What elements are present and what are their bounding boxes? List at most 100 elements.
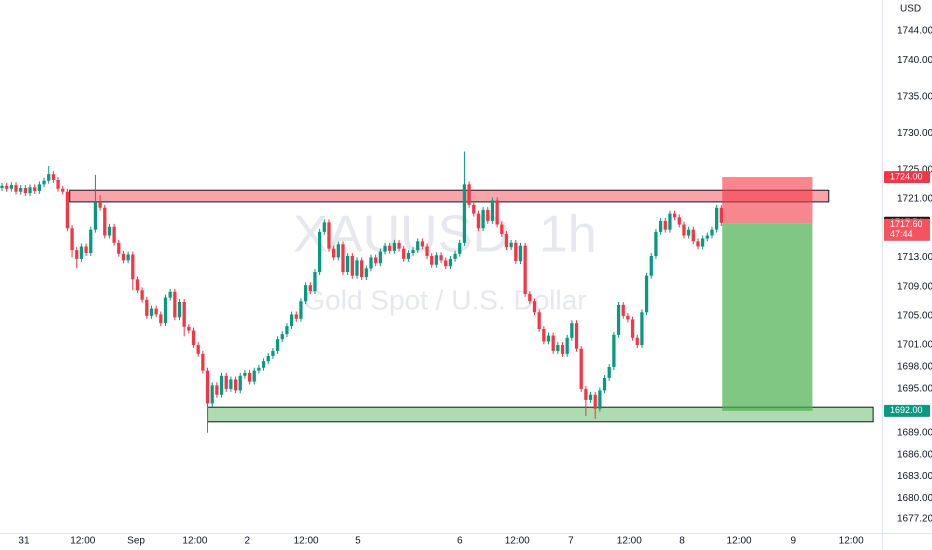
candle-body — [89, 229, 93, 254]
candle-body — [317, 231, 322, 273]
candle-body — [191, 330, 196, 346]
x-tick-label: 2 — [244, 536, 250, 547]
entry-price-label: 1717.60 — [890, 219, 923, 229]
candle-body — [416, 241, 420, 251]
candle-body — [103, 207, 107, 236]
x-tick-label: 12:00 — [505, 536, 530, 547]
candle-body — [691, 229, 695, 242]
candle-body — [107, 226, 112, 236]
candle-body — [145, 299, 149, 316]
candle-body — [532, 301, 537, 313]
candle-body — [374, 257, 378, 264]
candle-body — [327, 222, 331, 249]
candle-body — [425, 246, 429, 256]
stop-price-label: 1724.00 — [890, 171, 923, 181]
candle-body — [75, 250, 79, 259]
candle-body — [117, 242, 121, 254]
currency-label: USD — [900, 4, 921, 15]
y-tick-label: 1705.00 — [897, 311, 932, 322]
candle-body — [360, 260, 364, 278]
x-tick-label: 8 — [679, 536, 685, 547]
candle-body — [518, 245, 523, 262]
candle-body — [196, 345, 200, 354]
candle-body — [523, 245, 527, 294]
candle-body — [126, 254, 130, 261]
candle-body — [313, 272, 317, 292]
candle-body — [47, 174, 51, 181]
candle-body — [453, 253, 457, 259]
candle-body — [616, 304, 621, 335]
candle-body — [61, 188, 65, 192]
candle-body — [486, 209, 490, 221]
x-tick-label: 5 — [355, 536, 361, 547]
candle-body — [163, 297, 168, 324]
candle-body — [668, 213, 672, 230]
candle-body — [504, 234, 509, 248]
candle-body — [98, 202, 102, 208]
y-tick-label: 1701.00 — [897, 340, 932, 351]
candle-body — [131, 254, 135, 280]
candle-body — [224, 375, 228, 389]
candle-body — [215, 385, 219, 395]
candle-body — [537, 312, 541, 330]
x-tick-label: 7 — [568, 536, 574, 547]
y-tick-label: 1721.00 — [897, 194, 932, 205]
candle-body — [280, 334, 284, 340]
y-tick-label: 1744.00 — [897, 26, 932, 37]
x-tick-label: 6 — [457, 536, 463, 547]
candle-body — [51, 174, 56, 180]
candle-body — [84, 246, 88, 254]
candle-body — [205, 370, 210, 404]
y-tick-label: 1725.00 — [897, 164, 932, 175]
candle-body — [514, 242, 518, 262]
candle-body — [271, 350, 275, 357]
candle-body — [551, 335, 555, 351]
candle-body — [159, 314, 163, 324]
candle-body — [294, 314, 298, 319]
candle-body — [14, 185, 18, 192]
candle-body — [299, 301, 303, 319]
candle-body — [677, 217, 681, 225]
candle-body — [458, 242, 462, 254]
candle-body — [112, 226, 116, 243]
candle-body — [635, 337, 639, 346]
candle-body — [383, 245, 387, 252]
candle-body — [598, 390, 602, 409]
candle-body — [275, 339, 280, 351]
candle-body — [696, 241, 700, 247]
candle-body — [154, 308, 158, 315]
watermark-subtitle: Gold Spot / U.S. Dollar — [303, 284, 586, 315]
candle-body — [5, 185, 9, 189]
x-tick-label: 9 — [790, 536, 796, 547]
candle-body — [346, 255, 350, 273]
candle-body — [584, 388, 588, 400]
candle-body — [448, 258, 453, 267]
candle-body — [355, 260, 359, 276]
candle-body — [252, 370, 256, 382]
candle-body — [434, 255, 439, 265]
y-tick-label: 1695.00 — [897, 384, 932, 395]
candle-body — [663, 220, 667, 230]
candle-body — [574, 323, 579, 349]
candle-body — [593, 394, 597, 409]
candle-body — [630, 319, 635, 338]
x-tick-label: 31 — [18, 536, 30, 547]
candle-body — [644, 275, 649, 313]
y-tick-label: 1709.00 — [897, 281, 932, 292]
candle-body — [490, 200, 495, 221]
candle-body — [388, 245, 392, 251]
candle-body — [308, 285, 312, 292]
target-price-label: 1692.00 — [890, 405, 923, 415]
candle-body — [247, 372, 252, 382]
candle-body — [378, 251, 382, 264]
candle-body — [65, 191, 70, 229]
x-tick-label: 12:00 — [727, 536, 752, 547]
entry-price-label-box — [884, 218, 930, 241]
candle-body — [19, 188, 23, 192]
stop-price-label-box — [884, 171, 930, 184]
candle-body — [420, 241, 425, 247]
candle-body — [542, 329, 546, 342]
candle-body — [495, 200, 499, 225]
target-area — [722, 223, 813, 411]
